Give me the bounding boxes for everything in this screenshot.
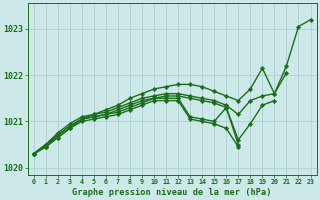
X-axis label: Graphe pression niveau de la mer (hPa): Graphe pression niveau de la mer (hPa) [72,188,272,197]
